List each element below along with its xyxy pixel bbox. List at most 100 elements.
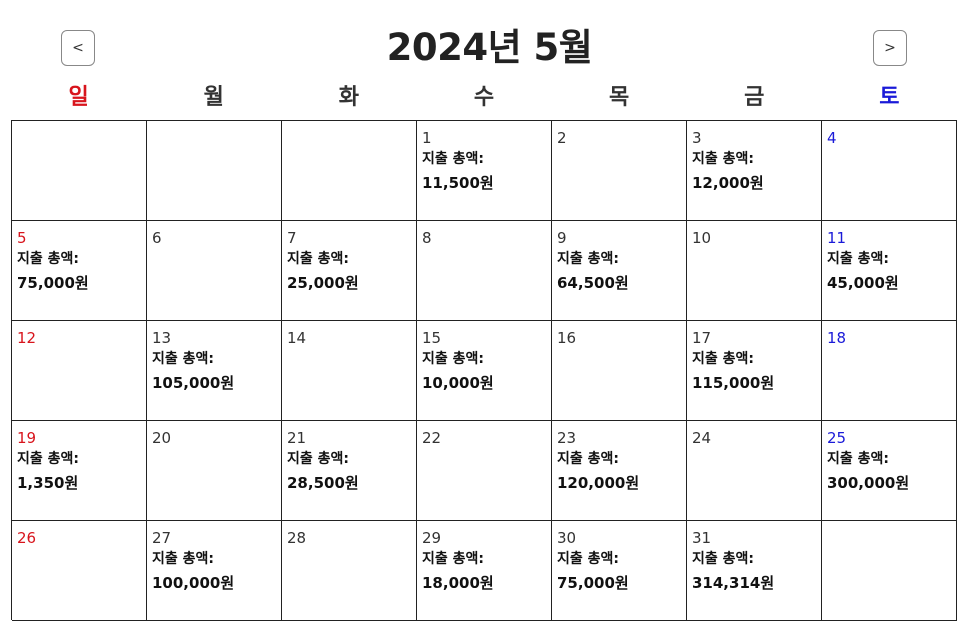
calendar-day-cell[interactable]: 11 지출 총액: 45,000원 — [822, 221, 957, 321]
expense-total-label: 지출 총액: — [692, 351, 754, 367]
calendar-day-cell[interactable]: 13 지출 총액: 105,000원 — [147, 321, 282, 421]
next-month-button[interactable]: > — [873, 30, 907, 66]
day-number: 8 — [422, 229, 432, 247]
calendar-day-cell[interactable]: 18 — [822, 321, 957, 421]
day-number: 10 — [692, 229, 712, 247]
weekday-thursday: 목 — [609, 85, 630, 110]
day-number: 7 — [287, 229, 297, 247]
calendar-day-cell[interactable]: 1 지출 총액: 11,500원 — [417, 121, 552, 221]
expense-total-label: 지출 총액: — [422, 551, 484, 567]
day-number: 29 — [422, 529, 442, 547]
calendar-cell-empty — [147, 121, 282, 221]
day-number: 26 — [17, 529, 37, 547]
calendar-day-cell[interactable]: 2 — [552, 121, 687, 221]
expense-total-label: 지출 총액: — [152, 551, 214, 567]
expense-total-label: 지출 총액: — [287, 251, 349, 267]
expense-total-label: 지출 총액: — [422, 351, 484, 367]
day-number: 27 — [152, 529, 172, 547]
day-number: 13 — [152, 329, 172, 347]
calendar-day-cell[interactable]: 19 지출 총액: 1,350원 — [12, 421, 147, 521]
calendar-day-cell[interactable]: 10 — [687, 221, 822, 321]
expense-total-label: 지출 총액: — [557, 251, 619, 267]
month-title: 2024년 5월 — [386, 26, 593, 69]
calendar-day-cell[interactable]: 16 — [552, 321, 687, 421]
day-number: 6 — [152, 229, 162, 247]
day-number: 20 — [152, 429, 172, 447]
expense-total-amount: 18,000원 — [422, 574, 494, 592]
expense-total-amount: 100,000원 — [152, 574, 235, 592]
expense-total-label: 지출 총액: — [692, 551, 754, 567]
weekday-saturday: 토 — [879, 85, 900, 110]
day-number: 18 — [827, 329, 847, 347]
day-number: 22 — [422, 429, 442, 447]
weekday-friday: 금 — [744, 85, 765, 110]
weekday-monday: 월 — [203, 85, 224, 110]
day-number: 14 — [287, 329, 307, 347]
calendar-day-cell[interactable]: 29 지출 총액: 18,000원 — [417, 521, 552, 621]
calendar-day-cell[interactable]: 4 — [822, 121, 957, 221]
expense-total-amount: 75,000원 — [557, 574, 629, 592]
expense-total-amount: 10,000원 — [422, 374, 494, 392]
calendar-day-cell[interactable]: 28 — [282, 521, 417, 621]
expense-total-amount: 11,500원 — [422, 174, 494, 192]
day-number: 23 — [557, 429, 577, 447]
day-number: 15 — [422, 329, 442, 347]
calendar-day-cell[interactable]: 8 — [417, 221, 552, 321]
expense-total-label: 지출 총액: — [17, 251, 79, 267]
day-number: 3 — [692, 129, 702, 147]
calendar-day-cell[interactable]: 25 지출 총액: 300,000원 — [822, 421, 957, 521]
weekday-tuesday: 화 — [338, 85, 359, 110]
day-number: 1 — [422, 129, 432, 147]
calendar-day-cell[interactable]: 27 지출 총액: 100,000원 — [147, 521, 282, 621]
expense-total-amount: 105,000원 — [152, 374, 235, 392]
calendar-header: < 2024년 5월 > — [0, 0, 979, 96]
expense-total-label: 지출 총액: — [422, 151, 484, 167]
expense-total-label: 지출 총액: — [557, 451, 619, 467]
calendar-day-cell[interactable]: 17 지출 총액: 115,000원 — [687, 321, 822, 421]
expense-total-label: 지출 총액: — [692, 151, 754, 167]
expense-total-amount: 75,000원 — [17, 274, 89, 292]
day-number: 4 — [827, 129, 837, 147]
day-number: 5 — [17, 229, 27, 247]
expense-total-amount: 45,000원 — [827, 274, 899, 292]
calendar-day-cell[interactable]: 22 — [417, 421, 552, 521]
expense-total-amount: 314,314원 — [692, 574, 775, 592]
calendar-day-cell[interactable]: 14 — [282, 321, 417, 421]
expense-total-label: 지출 총액: — [17, 451, 79, 467]
day-number: 9 — [557, 229, 567, 247]
day-number: 16 — [557, 329, 577, 347]
calendar-day-cell[interactable]: 30 지출 총액: 75,000원 — [552, 521, 687, 621]
expense-total-amount: 1,350원 — [17, 474, 79, 492]
calendar-day-cell[interactable]: 24 — [687, 421, 822, 521]
calendar-day-cell[interactable]: 15 지출 총액: 10,000원 — [417, 321, 552, 421]
calendar-day-cell[interactable]: 21 지출 총액: 28,500원 — [282, 421, 417, 521]
day-number: 28 — [287, 529, 307, 547]
calendar-day-cell[interactable]: 9 지출 총액: 64,500원 — [552, 221, 687, 321]
calendar-day-cell[interactable]: 7 지출 총액: 25,000원 — [282, 221, 417, 321]
calendar-day-cell[interactable]: 5 지출 총액: 75,000원 — [12, 221, 147, 321]
expense-total-amount: 25,000원 — [287, 274, 359, 292]
day-number: 24 — [692, 429, 712, 447]
expense-total-amount: 12,000원 — [692, 174, 764, 192]
expense-total-label: 지출 총액: — [287, 451, 349, 467]
expense-total-label: 지출 총액: — [152, 351, 214, 367]
expense-total-label: 지출 총액: — [827, 251, 889, 267]
day-number: 11 — [827, 229, 847, 247]
day-number: 25 — [827, 429, 847, 447]
calendar-day-cell[interactable]: 6 — [147, 221, 282, 321]
day-number: 31 — [692, 529, 712, 547]
expense-total-amount: 28,500원 — [287, 474, 359, 492]
calendar-cell-empty — [12, 121, 147, 221]
calendar-day-cell[interactable]: 12 — [12, 321, 147, 421]
expense-total-label: 지출 총액: — [557, 551, 619, 567]
calendar-day-cell[interactable]: 23 지출 총액: 120,000원 — [552, 421, 687, 521]
day-number: 12 — [17, 329, 37, 347]
prev-month-button[interactable]: < — [61, 30, 95, 66]
day-number: 17 — [692, 329, 712, 347]
calendar-day-cell[interactable]: 31 지출 총액: 314,314원 — [687, 521, 822, 621]
day-number: 30 — [557, 529, 577, 547]
calendar-day-cell[interactable]: 26 — [12, 521, 147, 621]
weekday-wednesday: 수 — [473, 85, 495, 110]
calendar-day-cell[interactable]: 3 지출 총액: 12,000원 — [687, 121, 822, 221]
calendar-day-cell[interactable]: 20 — [147, 421, 282, 521]
